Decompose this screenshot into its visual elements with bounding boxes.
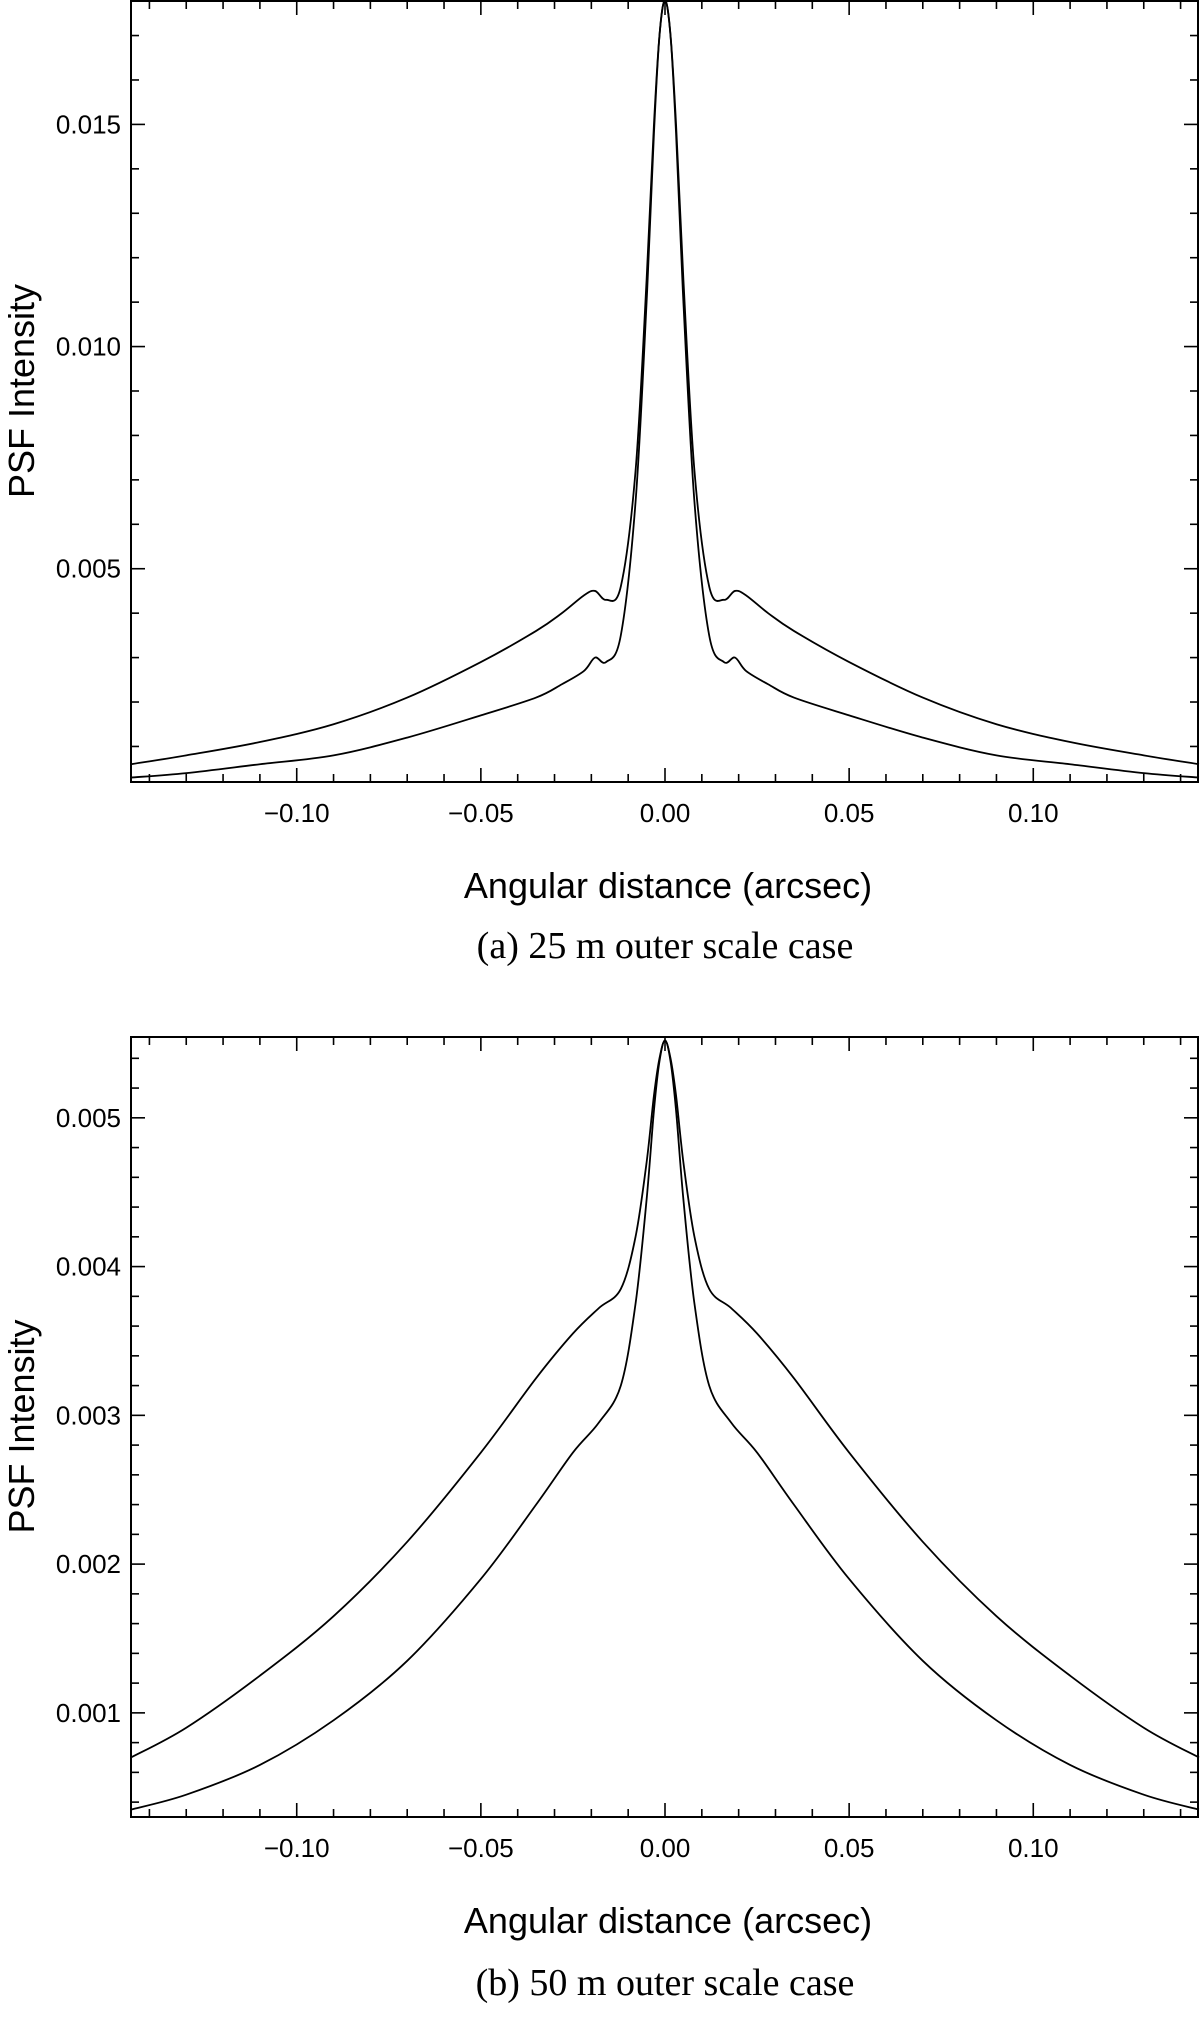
- x-tick-label: −0.10: [264, 1833, 330, 1863]
- plot-frame: [130, 0, 1199, 783]
- x-tick-label: 0.05: [824, 1833, 875, 1863]
- y-tick-label: 0.001: [56, 1698, 121, 1728]
- x-tick-label: −0.05: [448, 1833, 514, 1863]
- series-line-2: [130, 0, 1200, 779]
- x-tick-label: 0.00: [640, 798, 691, 828]
- series-line-1: [130, 1039, 1200, 1759]
- y-tick-label: 0.003: [56, 1400, 121, 1430]
- y-axis-label: PSF Intensity: [1, 284, 42, 498]
- y-tick-label: 0.015: [56, 109, 121, 139]
- x-tick-label: 0.00: [640, 1833, 691, 1863]
- series-line-1: [130, 0, 1200, 766]
- x-axis-label: Angular distance (arcsec): [464, 1900, 872, 1941]
- y-tick-label: 0.010: [56, 332, 121, 362]
- y-tick-label: 0.005: [56, 554, 121, 584]
- y-tick-label: 0.005: [56, 1103, 121, 1133]
- x-tick-label: 0.10: [1008, 798, 1059, 828]
- panel-caption: (b) 50 m outer scale case: [476, 1962, 855, 2004]
- panel-caption: (a) 25 m outer scale case: [477, 925, 854, 967]
- panel-a: −0.10 −0.05 0.00 0.05 0.10 0.005 0.010 0.015 Ang…: [1, 0, 1200, 967]
- x-tick-label: 0.05: [824, 798, 875, 828]
- series-line-2: [130, 1039, 1200, 1811]
- x-tick-label: −0.10: [264, 798, 330, 828]
- plot-frame: [130, 1036, 1199, 1818]
- x-axis-label: Angular distance (arcsec): [464, 865, 872, 906]
- x-tick-label: 0.10: [1008, 1833, 1059, 1863]
- x-tick-label: −0.05: [448, 798, 514, 828]
- y-tick-label: 0.004: [56, 1252, 121, 1282]
- panel-b: −0.10 −0.05 0.00 0.05 0.10 0.001 0.002 0.003 0.0…: [1, 1036, 1200, 2004]
- y-axis-label: PSF Intensity: [1, 1319, 42, 1533]
- y-tick-label: 0.002: [56, 1549, 121, 1579]
